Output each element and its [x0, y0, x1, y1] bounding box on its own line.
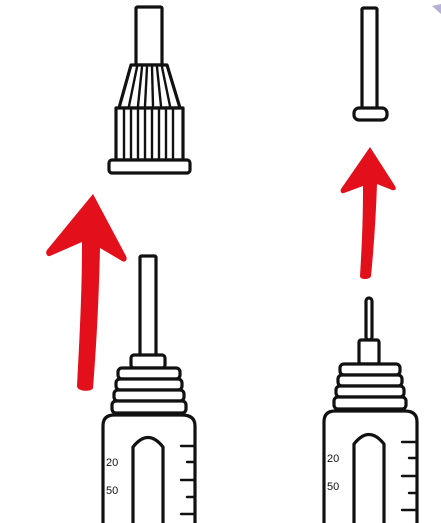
right-insulin-pen: 20 50	[322, 296, 419, 523]
right-pen-needle-hub	[357, 338, 381, 366]
corner-mark	[432, 4, 441, 14]
left-pen-threads	[110, 366, 188, 415]
left-pen-scale-ticks	[179, 444, 197, 516]
right-red-arrow-up	[340, 147, 396, 279]
inner-cap-flange	[352, 106, 389, 122]
left-insulin-pen: 20 50	[101, 254, 197, 523]
right-pen-scale-label-50: 50	[327, 481, 339, 493]
right-pen-scale-ticks	[400, 440, 419, 512]
outer-cap-ribs	[122, 108, 175, 160]
left-pen-scale-label-20: 20	[106, 457, 118, 469]
outer-cap-top-tube	[134, 5, 164, 67]
inner-cap-stem	[360, 6, 379, 112]
outer-cap-taper	[117, 63, 182, 110]
left-pen-needle-hub	[129, 353, 167, 370]
left-red-arrow-up	[46, 194, 127, 391]
right-pen-cartridge-window	[352, 432, 386, 523]
left-pen-needle-tube	[138, 254, 158, 358]
inner-needle-cap	[352, 6, 389, 122]
left-pen-scale-label-50: 50	[106, 485, 118, 497]
outer-needle-cap	[107, 5, 192, 175]
left-pen-cartridge-window	[131, 435, 165, 523]
right-pen-bare-needle	[364, 296, 374, 342]
outer-cap-taper-lines	[127, 65, 172, 108]
left-pen-body	[101, 413, 197, 523]
right-pen-body	[322, 409, 419, 523]
right-pen-scale-label-20: 20	[327, 453, 339, 465]
outer-cap-flange	[107, 158, 192, 175]
right-pen-threads	[332, 362, 408, 411]
